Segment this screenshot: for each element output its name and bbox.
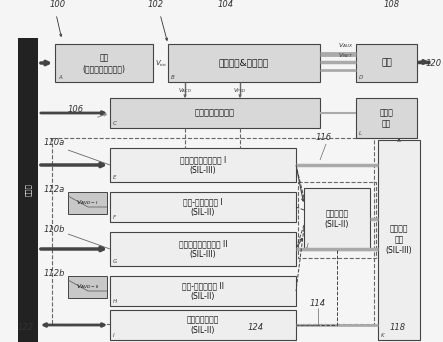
Bar <box>110 232 296 266</box>
Bar <box>356 98 417 138</box>
Text: 电压不存在检测电路 II
(SIL-III): 电压不存在检测电路 II (SIL-III) <box>179 239 227 259</box>
Text: 118: 118 <box>390 323 406 332</box>
Text: 114: 114 <box>310 299 326 308</box>
Text: 110a: 110a <box>44 138 65 147</box>
Text: $V_{AVD-I}$: $V_{AVD-I}$ <box>76 199 99 208</box>
Text: F: F <box>113 215 116 220</box>
Text: 104: 104 <box>218 0 234 9</box>
Text: D: D <box>359 75 363 80</box>
Bar <box>298 182 376 258</box>
Bar <box>68 276 107 298</box>
Text: 108: 108 <box>384 0 400 9</box>
Text: 测试-测试器电路 I
(SIL-II): 测试-测试器电路 I (SIL-II) <box>183 197 223 217</box>
Text: 电压存在检测电路: 电压存在检测电路 <box>195 108 235 118</box>
Bar <box>18 38 38 342</box>
Text: H: H <box>113 299 117 304</box>
Text: 连接性检测电路
(SIL-II): 连接性检测电路 (SIL-II) <box>187 315 219 335</box>
Bar <box>110 310 296 340</box>
Text: 122: 122 <box>18 323 34 332</box>
Text: E: E <box>113 175 117 180</box>
Text: 124: 124 <box>248 323 264 332</box>
Text: 指示器
模块: 指示器 模块 <box>380 108 393 128</box>
Text: 安全信号
评估
(SIL-III): 安全信号 评估 (SIL-III) <box>386 225 412 255</box>
Text: J: J <box>307 243 309 248</box>
Text: K: K <box>381 333 385 338</box>
Text: 电压不存在检测电路 I
(SIL-III): 电压不存在检测电路 I (SIL-III) <box>180 155 226 175</box>
Bar <box>110 276 296 306</box>
Text: 诊断控制器
(SIL-II): 诊断控制器 (SIL-II) <box>325 209 349 229</box>
Text: 电源
(用于电压存在电路): 电源 (用于电压存在电路) <box>82 53 125 73</box>
Text: 联网: 联网 <box>381 58 392 67</box>
Text: 110b: 110b <box>44 225 66 234</box>
Text: B: B <box>171 75 175 80</box>
Text: L: L <box>359 131 362 136</box>
Text: 电力栈: 电力栈 <box>25 184 31 196</box>
Text: 116: 116 <box>316 133 332 142</box>
Bar <box>110 148 296 182</box>
Text: 106: 106 <box>68 105 84 114</box>
Text: 102: 102 <box>148 0 164 9</box>
Text: $V_{AVD-II}$: $V_{AVD-II}$ <box>76 282 99 291</box>
Bar <box>378 140 420 340</box>
Bar <box>68 192 107 214</box>
Text: $V_{ACD}$: $V_{ACD}$ <box>178 86 192 95</box>
Text: $V_{PCD}$: $V_{PCD}$ <box>233 86 247 95</box>
Bar <box>110 98 320 128</box>
Bar <box>52 138 374 324</box>
Text: 电力管理&辅助电源: 电力管理&辅助电源 <box>219 58 269 67</box>
Text: A: A <box>58 75 62 80</box>
Text: 112b: 112b <box>44 269 66 278</box>
Text: $V_{NET}$: $V_{NET}$ <box>338 51 353 60</box>
Bar <box>110 192 296 222</box>
Bar <box>356 44 417 82</box>
Text: $V_{AUX}$: $V_{AUX}$ <box>338 41 354 50</box>
Text: 120: 120 <box>426 59 442 68</box>
Text: 测试-测试器电路 II
(SIL-II): 测试-测试器电路 II (SIL-II) <box>182 281 224 301</box>
Text: 112a: 112a <box>44 185 65 194</box>
Text: G: G <box>113 259 117 264</box>
Text: I: I <box>113 333 115 338</box>
Text: C: C <box>113 121 117 126</box>
Bar <box>304 188 370 250</box>
Text: 100: 100 <box>50 0 66 9</box>
Text: $V_{总线}$: $V_{总线}$ <box>155 58 167 68</box>
Bar <box>55 44 153 82</box>
Bar <box>168 44 320 82</box>
